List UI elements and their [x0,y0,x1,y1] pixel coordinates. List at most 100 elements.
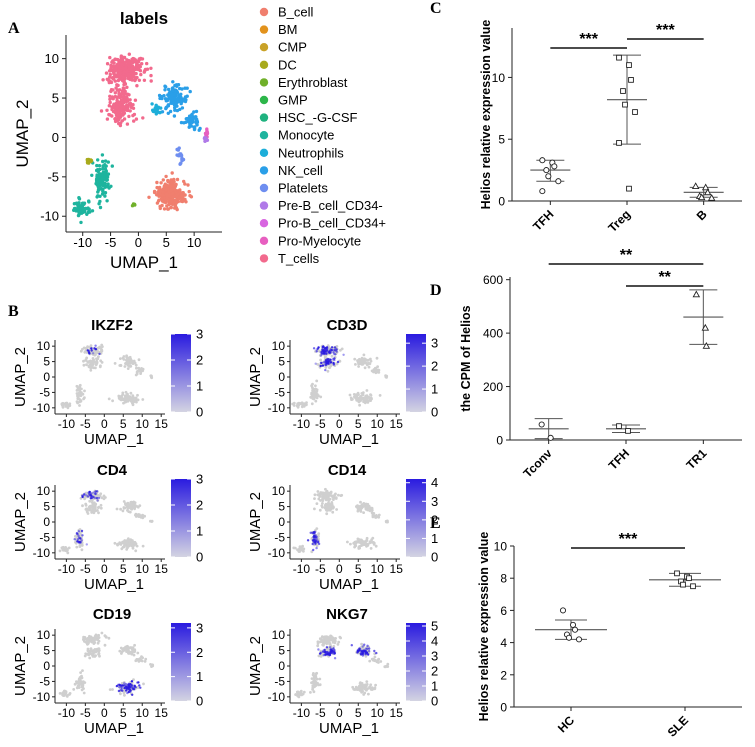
feature-point-expr [366,644,369,648]
feature-point-grey [139,515,143,519]
feature-point-expr [79,537,82,540]
feature-x-axis-label: UMAP_1 [319,431,379,448]
feature-point-grey [66,406,70,410]
feature-point-expr [312,347,316,350]
feature-point-grey [60,402,64,406]
umap-point [83,206,88,211]
feature-point-expr [96,499,99,502]
feature-point-grey [80,683,84,687]
feature-point-grey [132,398,136,402]
umap-point [133,98,138,102]
umap-point [134,64,139,68]
feature-point-grey [135,658,139,661]
feature-point-grey [301,544,304,548]
feature-plot-nkg7: NKG7-10 -5 0 5 10 151050-5-10UMAP_1UMAP_25432… [247,606,438,737]
feature-point-grey [329,491,333,495]
legend-swatch [259,166,269,175]
umap-point [151,109,155,114]
significance-label: ** [620,247,633,264]
feature-point-grey [316,490,320,493]
feature-x-tick-label: 5 [120,417,127,431]
feature-point-grey [328,366,332,369]
feature-point-grey [357,393,360,396]
feature-point-grey [328,636,332,640]
feature-point-grey [340,493,344,497]
feature-point-expr [80,529,84,533]
umap-point [118,95,122,100]
feature-point-expr [318,652,322,655]
feature-point-grey [82,691,86,695]
feature-point-grey [81,669,84,672]
feature-point-expr [123,686,126,690]
data-point [539,188,546,195]
feature-x-tick-label: 5 [120,562,127,576]
umap-point [121,75,126,80]
feature-point-grey [107,636,111,640]
umap-point [179,120,184,125]
umap-point [103,159,108,163]
feature-x-tick-label: 10 [371,706,385,720]
feature-point-grey [79,671,82,674]
feature-point-grey [300,405,304,409]
feature-point-grey [363,684,366,688]
feature-x-axis-label: UMAP_1 [84,576,144,593]
feature-point-grey [102,494,106,498]
umap-point [127,114,131,119]
feature-point-grey [74,540,77,544]
feature-point-expr [334,346,337,349]
feature-point-grey [135,544,139,548]
legend-label: Platelets [278,181,328,196]
umap-point [95,183,100,187]
data-point [622,101,628,108]
umap-point [164,187,168,192]
feature-point-grey [362,361,366,365]
feature-point-grey [120,547,124,551]
feature-y-tick-label: 5 [278,500,285,514]
feature-point-grey [335,508,338,511]
feature-point-grey [363,687,366,691]
feature-y-tick-label: 5 [278,355,285,369]
feature-point-grey [128,365,132,368]
umap-point [121,86,126,90]
feature-point-grey [302,547,306,551]
feature-point-grey [76,680,79,684]
feature-y-tick-label: -10 [33,401,51,415]
feature-point-grey [369,359,373,363]
feature-point-grey [125,548,129,551]
feature-x-tick-label: -5 [80,706,91,720]
legend-label: DC [278,57,297,72]
feature-point-expr [333,349,337,352]
data-point [697,193,706,201]
feature-y-tick-label: -10 [268,546,286,560]
significance-label: *** [619,531,638,548]
feature-point-grey [371,512,375,516]
feature-point-grey [64,403,67,407]
feature-y-tick-label: -5 [39,385,50,399]
umap-point [126,61,131,65]
umap-point [99,109,104,113]
feature-x-tick-label: -5 [315,706,326,720]
feature-point-expr [117,689,121,693]
feature-point-expr [118,686,121,689]
feature-point-grey [318,637,322,641]
feature-point-grey [100,361,104,364]
umap-point [77,197,82,201]
feature-point-expr [138,684,141,687]
umap-point [163,88,167,92]
feature-point-grey [318,508,322,512]
feature-point-expr [95,497,99,500]
data-point [616,140,622,146]
umap-point [112,103,116,108]
umap-point [180,158,184,162]
feature-x-tick-label: 0 [336,562,343,576]
feature-point-grey [359,500,362,504]
feature-point-expr [333,651,336,655]
umap-point [166,103,171,107]
feature-point-expr [316,347,319,350]
feature-x-tick-label: 5 [355,706,362,720]
feature-point-expr [367,653,370,656]
umap-point [159,181,163,185]
umap-point [180,192,185,196]
data-point [692,290,701,298]
feature-x-tick-label: 15 [155,417,169,431]
